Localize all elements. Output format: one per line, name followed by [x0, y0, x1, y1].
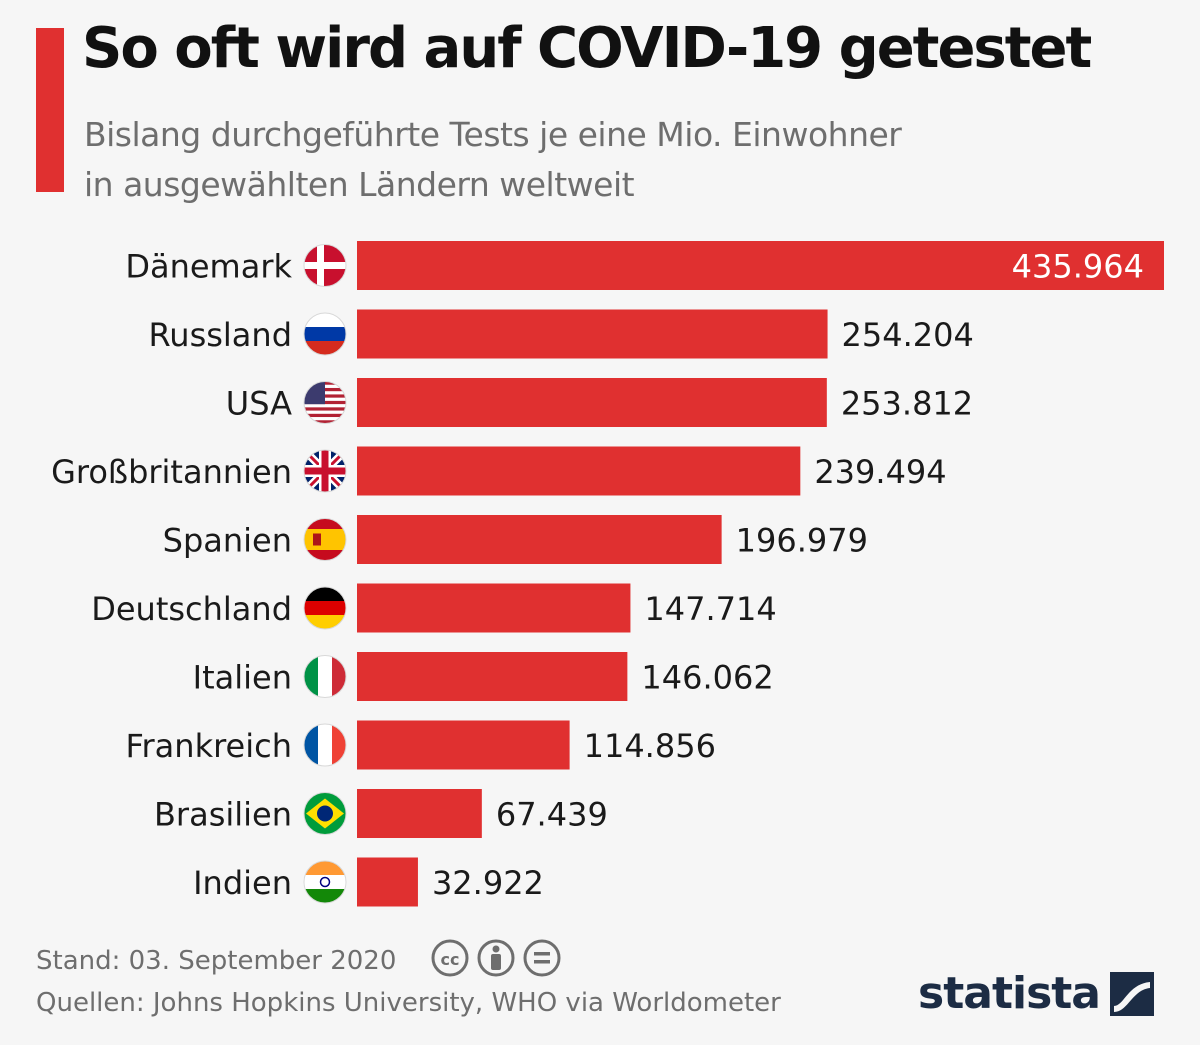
value-label: 67.439 — [496, 796, 608, 834]
category-label: Deutschland — [91, 590, 292, 628]
chart-title: So oft wird auf COVID-19 getestet — [82, 16, 1092, 81]
value-label: 32.922 — [432, 864, 544, 902]
statista-logo-icon — [1110, 971, 1154, 1016]
uk-flag-icon — [303, 449, 347, 493]
russia-flag-icon — [303, 312, 347, 356]
value-label: 254.204 — [842, 316, 974, 354]
bar — [357, 720, 570, 770]
value-label: 253.812 — [841, 385, 973, 423]
spain-flag-icon — [303, 518, 347, 561]
bar — [357, 378, 827, 427]
no-derivatives-icon — [523, 939, 561, 977]
value-label: 114.856 — [584, 727, 716, 765]
source-note: Quellen: Johns Hopkins University, WHO v… — [36, 988, 781, 1018]
category-label: Brasilien — [154, 796, 292, 834]
bar-chart: Dänemark 435.964 Russland 254.204 USA 253.812… — [51, 241, 1164, 907]
category-label: USA — [226, 385, 292, 423]
value-label: 239.494 — [814, 453, 946, 491]
attribution-icon — [477, 939, 515, 977]
value-label: 435.964 — [1012, 248, 1144, 286]
bar — [357, 446, 801, 496]
statista-logo-text: statista — [918, 968, 1101, 1019]
subtitle-line-2: in ausgewählten Ländern weltweit — [84, 165, 635, 204]
category-label: Großbritannien — [51, 453, 292, 491]
cc-icon: cc — [431, 939, 469, 977]
india-flag-icon — [303, 860, 347, 904]
italy-flag-icon — [303, 655, 347, 698]
category-label: Spanien — [163, 522, 292, 560]
category-label: Dänemark — [125, 248, 292, 286]
value-label: 196.979 — [736, 522, 868, 560]
category-label: Russland — [148, 316, 292, 354]
chart-subtitle: Bislang durchgeführte Tests je eine Mio.… — [84, 110, 1084, 210]
germany-flag-icon — [303, 586, 347, 630]
bar — [357, 583, 631, 633]
value-label: 146.062 — [641, 659, 773, 697]
title-accent-bar — [36, 28, 64, 192]
bar — [357, 652, 628, 701]
brazil-flag-icon — [303, 792, 347, 835]
category-label: Frankreich — [125, 727, 292, 765]
usa-flag-icon — [303, 381, 347, 424]
category-label: Indien — [193, 864, 292, 902]
bar — [357, 241, 1164, 290]
statista-logo: statista — [918, 968, 1154, 1019]
bar — [357, 515, 722, 564]
denmark-flag-icon — [303, 244, 347, 287]
bar — [357, 857, 418, 907]
bar — [357, 309, 828, 359]
value-label: 147.714 — [644, 590, 776, 628]
license-icons: cc — [431, 939, 561, 977]
stand-date: Stand: 03. September 2020 — [36, 946, 397, 976]
subtitle-line-1: Bislang durchgeführte Tests je eine Mio.… — [84, 115, 902, 154]
category-label: Italien — [193, 659, 292, 697]
france-flag-icon — [303, 723, 347, 767]
bar — [357, 789, 482, 838]
svg-text:cc: cc — [441, 950, 460, 969]
